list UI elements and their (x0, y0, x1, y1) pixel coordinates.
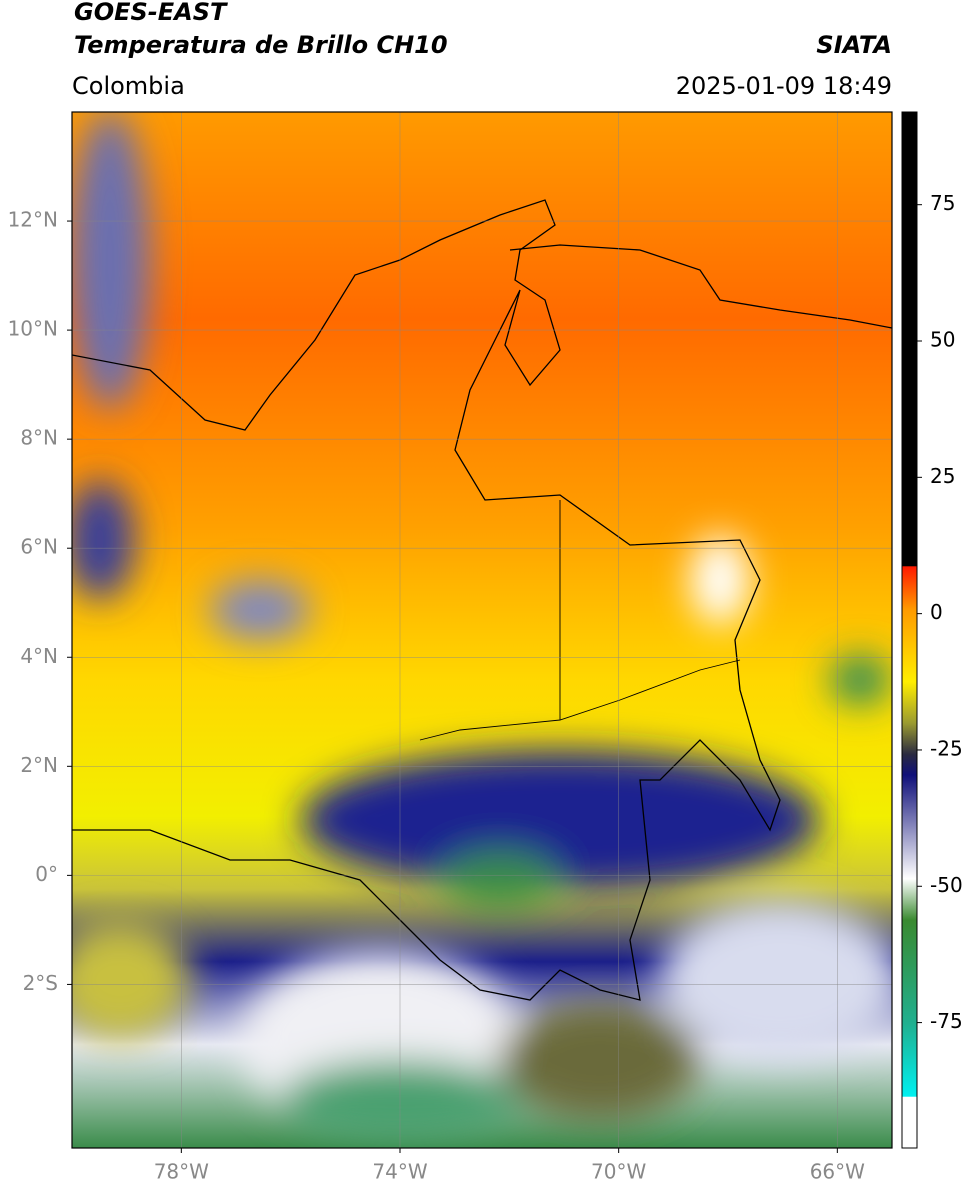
y-tick-label: 2°N (20, 753, 58, 777)
source: SIATA (816, 31, 892, 59)
y-tick-label: 8°N (20, 426, 58, 450)
x-tick-label: 78°W (154, 1160, 209, 1184)
y-tick-label: 12°N (8, 208, 58, 232)
y-tick-label: 6°N (20, 535, 58, 559)
colorbar-label: 25 (930, 464, 955, 488)
x-tick-label: 66°W (810, 1160, 865, 1184)
satellite-image (72, 112, 892, 1148)
y-tick-label: 2°S (23, 971, 58, 995)
colorbar-label: 75 (930, 191, 955, 215)
title: GOES-EAST (74, 0, 228, 26)
datetime: 2025-01-09 18:49 (676, 72, 892, 100)
colorbar-label: 50 (930, 328, 955, 352)
colorbar-label: -50 (930, 873, 963, 897)
region: Colombia (72, 72, 185, 100)
y-tick-label: 4°N (20, 644, 58, 668)
subtitle: Temperatura de Brillo CH10 (74, 31, 448, 59)
colorbar (901, 111, 918, 1149)
y-tick-label: 0° (35, 862, 58, 886)
colorbar-label: -25 (930, 736, 963, 760)
grid (72, 112, 892, 1148)
colorbar-label: -75 (930, 1009, 963, 1033)
y-tick-label: 10°N (8, 317, 58, 341)
map-frame (71, 111, 893, 1149)
x-tick-label: 74°W (372, 1160, 427, 1184)
x-tick-label: 70°W (591, 1160, 646, 1184)
colorbar-label: 0 (930, 600, 943, 624)
